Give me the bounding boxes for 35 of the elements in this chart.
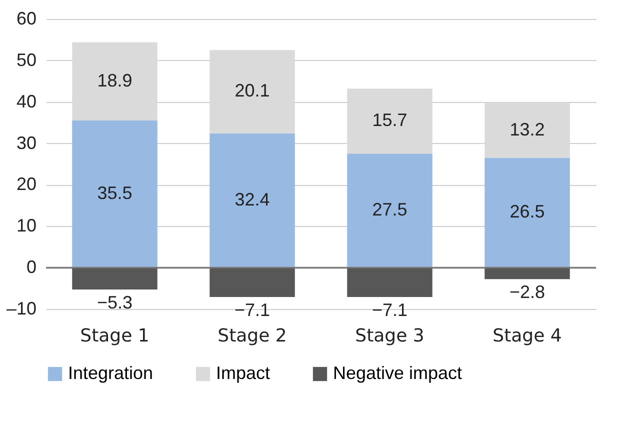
y-tick-label: 60 (16, 8, 36, 28)
y-tick-label: 0 (26, 257, 36, 278)
data-label: −7.1 (234, 300, 270, 320)
legend-label: Impact (216, 363, 270, 383)
x-tick-label: Stage 4 (492, 326, 562, 346)
y-tick-label: 50 (16, 50, 36, 70)
data-label: 15.7 (372, 110, 408, 130)
y-tick-label: 30 (16, 132, 36, 153)
data-label: 20.1 (234, 80, 270, 101)
bar (484, 268, 570, 280)
data-label: 13.2 (510, 119, 545, 140)
data-label: −7.1 (372, 300, 408, 320)
data-label: 35.5 (97, 183, 132, 204)
bar (210, 268, 295, 297)
x-tick-label: Stage 1 (80, 326, 150, 346)
data-label: −5.3 (96, 292, 133, 313)
data-label: 26.5 (510, 202, 545, 222)
bar (484, 158, 570, 268)
bar (347, 268, 432, 297)
x-tick-label: Stage 3 (355, 326, 424, 346)
y-tick-label: 20 (16, 174, 36, 194)
y-tick-label: 40 (16, 91, 36, 112)
data-label: 18.9 (97, 70, 132, 90)
bar (72, 268, 158, 290)
y-tick-label: –10 (6, 298, 36, 318)
legend-label: Integration (68, 363, 154, 383)
bar (210, 133, 295, 268)
legend-label: Negative impact (333, 363, 462, 383)
data-label: −2.8 (509, 282, 546, 302)
x-tick-label: Stage 2 (218, 326, 287, 346)
bar (347, 154, 432, 268)
data-label: 32.4 (234, 189, 270, 210)
y-tick-label: 10 (16, 216, 36, 236)
data-label: 27.5 (372, 200, 408, 220)
bar (72, 120, 158, 268)
